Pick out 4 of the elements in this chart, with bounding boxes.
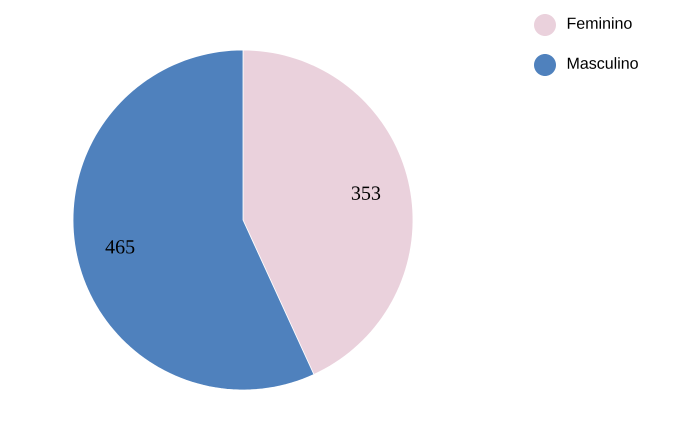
data-label: 353	[352, 186, 380, 200]
legend-label: Masculino	[568, 57, 638, 69]
legend-label: Feminino	[568, 17, 632, 29]
data-label: 465	[105, 240, 134, 254]
